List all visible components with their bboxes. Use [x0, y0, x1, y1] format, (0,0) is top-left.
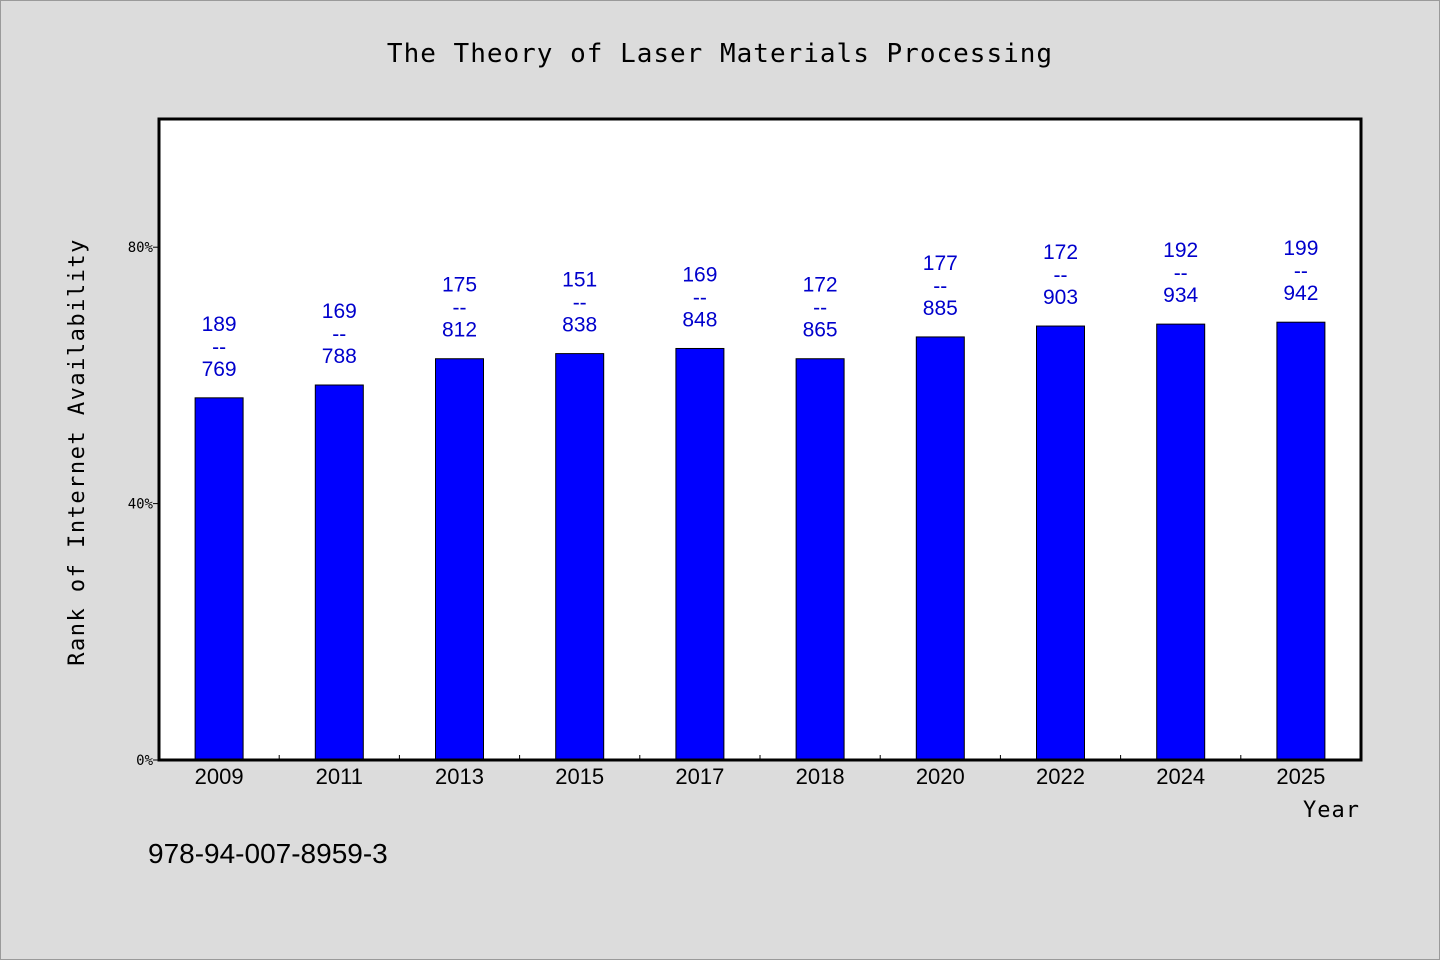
y-tick-label: 0%	[136, 753, 153, 769]
bar-label-top-2025: 199	[1283, 237, 1318, 260]
bar-label-top-2018: 172	[803, 274, 838, 297]
bar-2018	[795, 358, 845, 761]
bar-label-bottom-2024: 934	[1163, 284, 1198, 307]
bar-label-top-2011: 169	[322, 300, 357, 323]
bar-2011	[314, 384, 364, 761]
bar-label-sep-2009: --	[212, 336, 226, 359]
bar-label-sep-2020: --	[933, 275, 947, 298]
footer-code: 978-94-007-8959-3	[148, 838, 388, 869]
y-tick-label: 40%	[128, 497, 154, 513]
bar-label-bottom-2017: 848	[682, 308, 717, 331]
bar-label-bottom-2015: 838	[562, 314, 597, 337]
bar-2022	[1036, 325, 1085, 761]
x-tick-label-2009: 2009	[195, 764, 244, 789]
bar-2013	[435, 358, 484, 761]
bar-2025	[1276, 321, 1326, 761]
bar-2009	[194, 397, 244, 761]
bar-label-top-2013: 175	[442, 274, 477, 297]
x-tick-label-2011: 2011	[316, 764, 363, 789]
bar-label-sep-2011: --	[332, 323, 346, 346]
bar-2020	[915, 336, 965, 761]
x-tick-label-2025: 2025	[1276, 764, 1325, 789]
bar-label-bottom-2018: 865	[803, 319, 838, 342]
y-axis-label: Rank of Internet Availability	[65, 238, 90, 666]
x-tick-label-2017: 2017	[675, 764, 724, 789]
bar-label-top-2009: 189	[202, 313, 237, 336]
bar-label-top-2015: 151	[562, 269, 597, 292]
bar-label-sep-2022: --	[1054, 264, 1068, 287]
x-tick-label-2018: 2018	[796, 764, 845, 789]
bar-2024	[1156, 323, 1206, 761]
bar-label-sep-2013: --	[453, 297, 467, 320]
x-ticks-group: 2009 2011 2013 2015 2017 2018 2020 2022 2024 2025	[195, 755, 1325, 789]
x-tick-label-2020: 2020	[916, 764, 965, 789]
x-tick-label-2013: 2013	[435, 764, 484, 789]
bar-2017	[675, 347, 725, 761]
bar-label-top-2020: 177	[923, 252, 958, 275]
y-ticks-group: 0% 40% 80%	[128, 240, 159, 769]
x-tick-label-2024: 2024	[1156, 764, 1205, 789]
bar-label-sep-2025: --	[1294, 260, 1308, 283]
bar-label-sep-2017: --	[693, 286, 707, 309]
bar-label-bottom-2022: 903	[1043, 286, 1078, 309]
x-tick-label-2015: 2015	[555, 764, 604, 789]
bar-label-top-2017: 169	[682, 263, 717, 286]
plot-border	[157, 117, 1363, 762]
chart-title: The Theory of Laser Materials Processing	[387, 39, 1053, 69]
bars-group	[194, 321, 1326, 761]
bar-label-bottom-2025: 942	[1283, 282, 1318, 305]
bar-label-bottom-2020: 885	[923, 297, 958, 320]
bar-label-top-2022: 172	[1043, 241, 1078, 264]
x-tick-label-2022: 2022	[1036, 764, 1085, 789]
bar-label-sep-2015: --	[573, 292, 587, 315]
bar-label-bottom-2009: 769	[202, 358, 237, 381]
bar-label-top-2024: 192	[1163, 239, 1198, 262]
x-axis-label: Year	[1303, 798, 1360, 823]
bar-labels-group: 189--769169--788175--812151--838169--848…	[202, 237, 1319, 381]
bar-2015	[555, 353, 605, 761]
bar-label-bottom-2013: 812	[442, 319, 477, 342]
bar-label-sep-2018: --	[813, 297, 827, 320]
bar-label-bottom-2011: 788	[322, 345, 357, 368]
bar-label-sep-2024: --	[1174, 262, 1188, 285]
y-tick-label: 80%	[128, 240, 154, 256]
